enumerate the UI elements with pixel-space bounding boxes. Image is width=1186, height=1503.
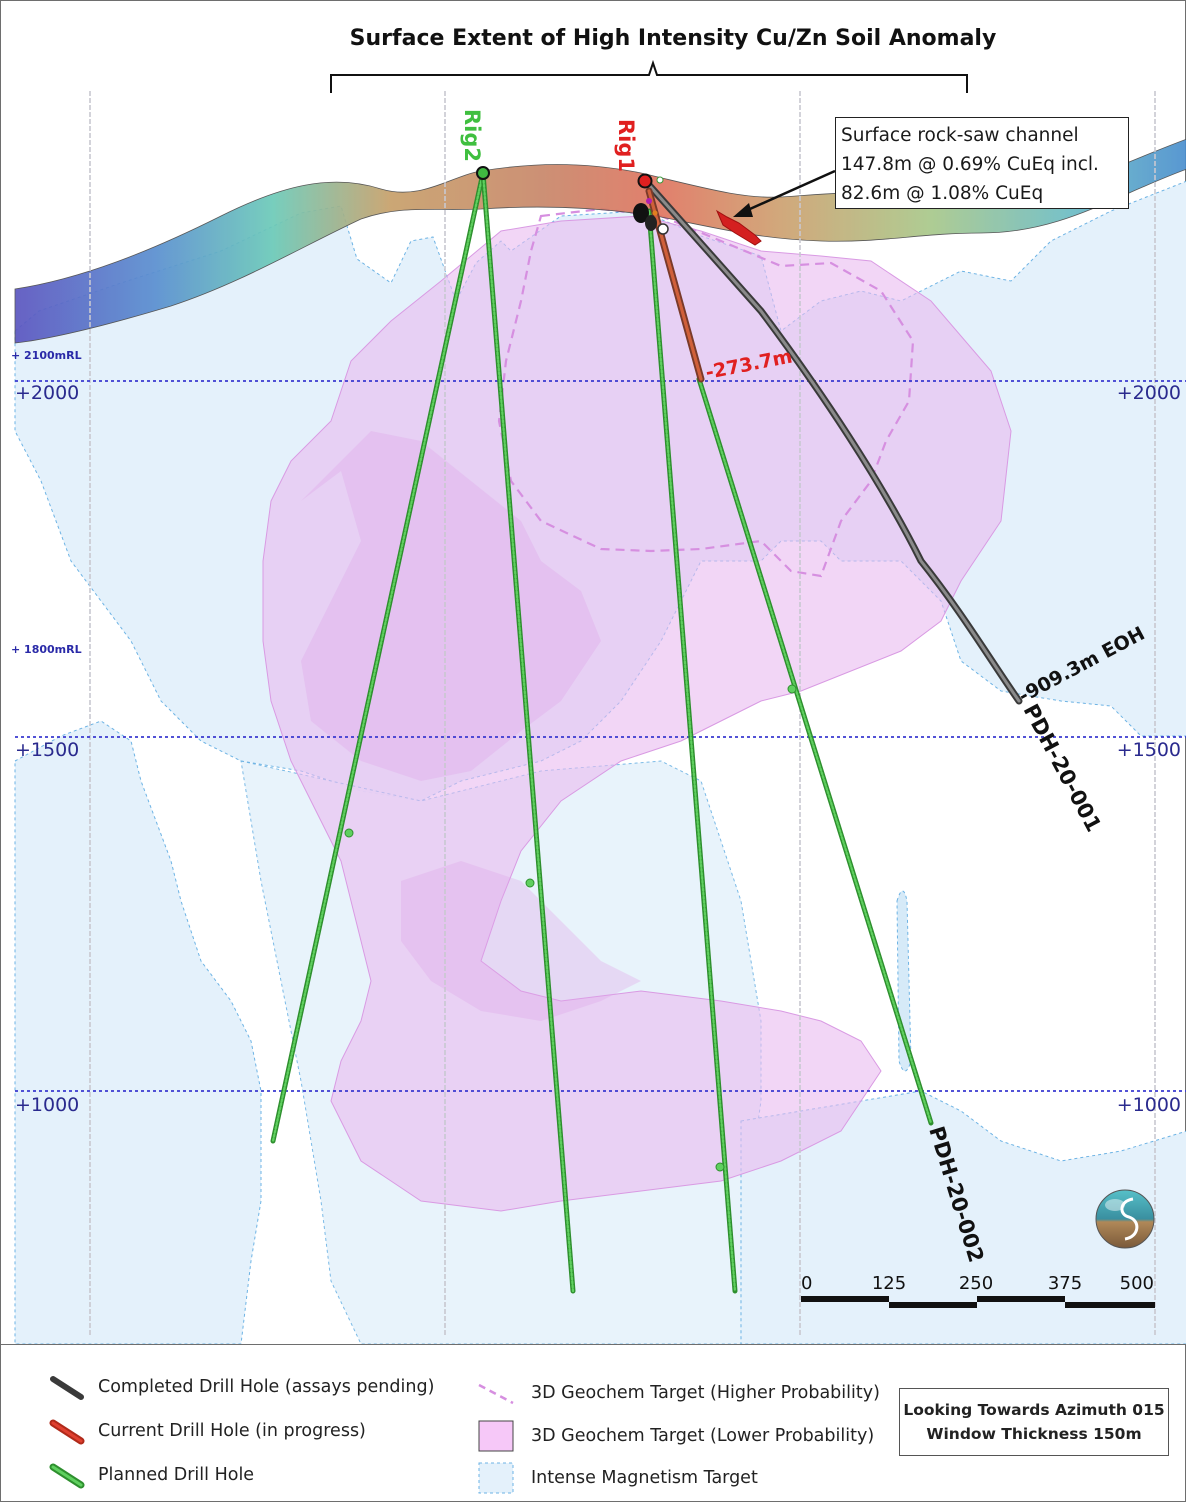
rl-label-1800: + 1800mRL — [11, 643, 82, 656]
elevation-label-1500-left: +1500 — [15, 739, 79, 761]
planned-hole-marker — [525, 878, 535, 888]
soil-anomaly-bracket — [330, 59, 968, 93]
scale-segment — [801, 1296, 889, 1302]
collar-marker — [633, 203, 649, 223]
rl-label-2100: + 2100mRL — [11, 349, 82, 362]
view-note-azimuth: Looking Towards Azimuth 015 — [903, 1401, 1165, 1419]
current-hole-swatch-icon — [49, 1419, 85, 1445]
legend-label-geochem-low: 3D Geochem Target (Lower Probability) — [531, 1426, 875, 1446]
rock-saw-channel-callout: Surface rock-saw channel 147.8m @ 0.69% … — [835, 117, 1129, 209]
planned-hole-swatch-icon — [49, 1463, 85, 1489]
view-orientation-note: Looking Towards Azimuth 015 Window Thick… — [899, 1388, 1169, 1456]
hole-label-pdh-20-001: PDH-20-001 — [1019, 700, 1106, 836]
topographic-surface — [14, 138, 1186, 344]
scale-segment — [1065, 1302, 1155, 1308]
callout-line-2: 147.8m @ 0.69% CuEq incl. — [841, 154, 1099, 175]
collar-marker — [657, 223, 669, 235]
callout-arrow — [733, 169, 836, 217]
collar-marker — [646, 198, 652, 204]
collar-marker — [656, 176, 664, 184]
legend-label-geochem-high: 3D Geochem Target (Higher Probability) — [531, 1383, 880, 1403]
scale-tick-375: 375 — [1048, 1273, 1082, 1294]
orientation-sphere-icon — [1095, 1189, 1155, 1249]
rock-saw-channel — [715, 209, 762, 246]
geochem-lower-lobe — [401, 861, 641, 1021]
legend-item-current: Current Drill Hole (in progress) — [49, 1417, 366, 1445]
geochem-low-swatch-icon — [478, 1420, 514, 1452]
figure-title: Surface Extent of High Intensity Cu/Zn S… — [350, 26, 997, 51]
callout-line-1: Surface rock-saw channel — [841, 125, 1079, 146]
view-note-thickness: Window Thickness 150m — [926, 1425, 1142, 1443]
legend-label-completed: Completed Drill Hole (assays pending) — [98, 1377, 435, 1397]
scale-segment — [977, 1296, 1065, 1302]
magnetism-region-south — [740, 1090, 1186, 1344]
collar-cluster — [633, 198, 669, 235]
collar-marker — [645, 215, 657, 231]
scale-tick-500: 500 — [1120, 1273, 1154, 1294]
magnetism-swatch-icon — [478, 1462, 514, 1494]
current-drill-hole — [645, 187, 705, 383]
legend: Completed Drill Hole (assays pending) Cu… — [1, 1344, 1186, 1503]
cross-section-view: Rig2 Rig1 Surface Extent of High Intensi… — [11, 26, 1186, 1344]
scale-segment — [889, 1302, 977, 1308]
scale-tick-250: 250 — [959, 1273, 993, 1294]
legend-item-geochem-low: 3D Geochem Target (Lower Probability) — [475, 1419, 874, 1453]
callout-line-3: 82.6m @ 1.08% CuEq — [841, 183, 1044, 204]
planned-hole-marker — [715, 1162, 725, 1172]
vertical-grid — [89, 91, 1156, 1337]
geochem-higher-probability — [497, 207, 915, 578]
completed-drill-hole-pdh-20-001 — [645, 181, 1023, 705]
geochem-high-swatch-icon — [478, 1383, 514, 1405]
planned-drill-holes — [270, 170, 934, 1294]
legend-item-completed: Completed Drill Hole (assays pending) — [49, 1373, 434, 1401]
rig1-label: Rig1 — [614, 119, 638, 172]
collar-marker — [652, 210, 658, 216]
legend-label-planned: Planned Drill Hole — [98, 1465, 255, 1485]
rig1-collar — [637, 173, 653, 189]
planned-hole-marker — [787, 684, 797, 694]
elevation-label-1500-right: +1500 — [1117, 739, 1181, 761]
geochem-lower-body — [262, 215, 1012, 1212]
elevation-label-1000-right: +1000 — [1117, 1094, 1181, 1116]
elevation-label-1000-left: +1000 — [15, 1094, 79, 1116]
elevation-label-2000-right: +2000 — [1117, 382, 1181, 404]
completed-hole-swatch-icon — [50, 1376, 84, 1400]
planned-hole-marker — [344, 828, 354, 838]
legend-item-geochem-high: 3D Geochem Target (Higher Probability) — [475, 1379, 880, 1407]
legend-label-current: Current Drill Hole (in progress) — [98, 1421, 366, 1441]
rig2-collar — [476, 166, 490, 180]
legend-label-magnetism: Intense Magnetism Target — [531, 1468, 758, 1488]
legend-item-magnetism: Intense Magnetism Target — [475, 1461, 758, 1495]
legend-item-planned: Planned Drill Hole — [49, 1461, 254, 1489]
scale-bar: 0 125 250 375 500 — [801, 1273, 1155, 1308]
rig2-label: Rig2 — [460, 109, 484, 162]
scale-tick-0: 0 — [801, 1273, 812, 1294]
magnetism-region-west — [14, 720, 262, 1344]
scale-tick-125: 125 — [872, 1273, 906, 1294]
elevation-label-2000-left: +2000 — [15, 382, 79, 404]
